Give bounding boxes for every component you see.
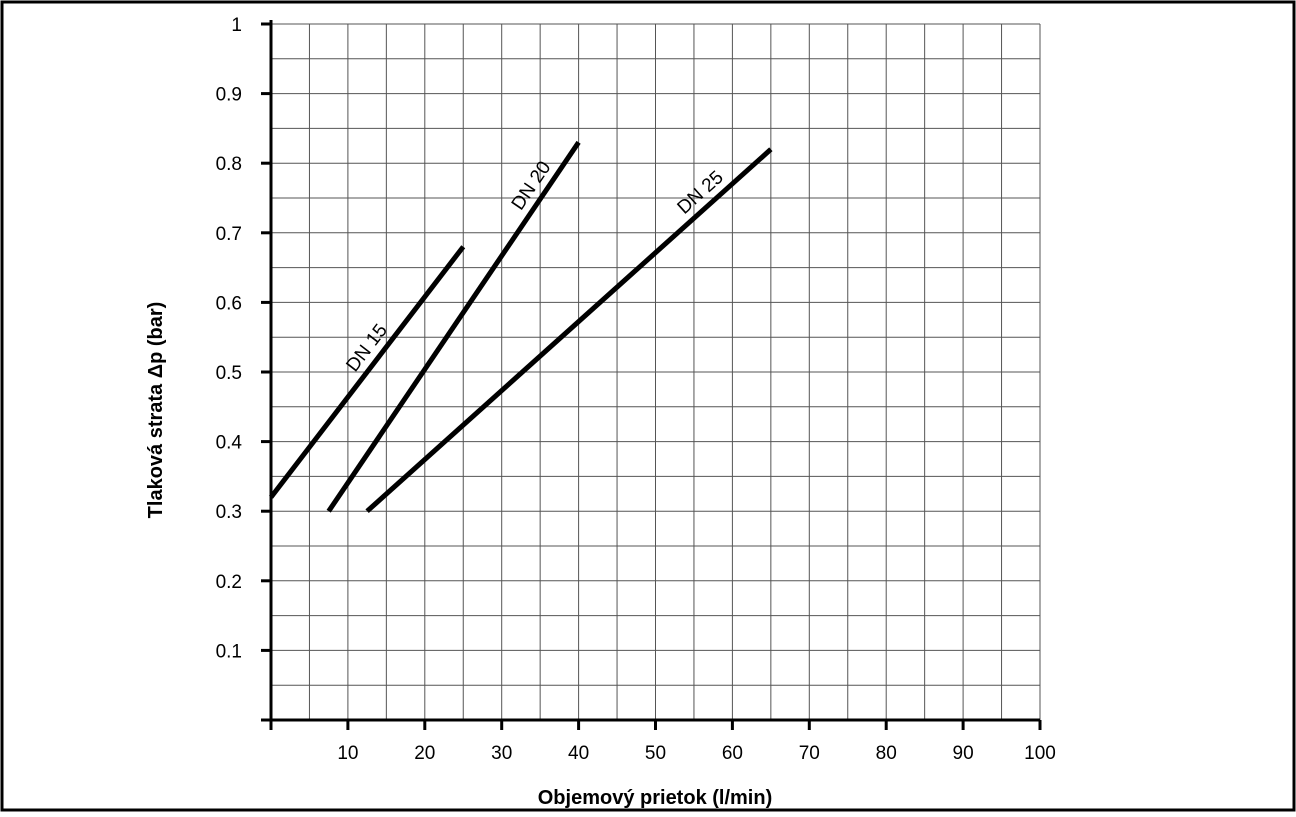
x-tick-label: 20: [414, 743, 435, 764]
series-line-2: [326, 140, 581, 513]
series-line-3: [365, 147, 773, 514]
x-tick-label: 100: [1024, 743, 1056, 764]
x-tick-label: 40: [568, 743, 589, 764]
y-tick-label: 0.1: [216, 641, 242, 662]
x-tick-label: 80: [876, 743, 897, 764]
x-axis-title: Objemový prietok (l/min): [538, 787, 772, 809]
y-axis-title: Tlaková strata Δp (bar): [145, 302, 167, 519]
y-tick-label: 0.6: [216, 293, 242, 314]
grid: [271, 23, 1041, 720]
y-tick-label: 0.9: [216, 85, 242, 106]
x-tick-label: 60: [722, 743, 743, 764]
y-tick-label: 0.8: [216, 154, 242, 175]
x-tick-label: 30: [491, 743, 512, 764]
x-tick-label: 70: [799, 743, 820, 764]
x-tick-label: 90: [953, 743, 974, 764]
y-tick-label: 0.4: [216, 433, 243, 454]
series-group: [269, 140, 773, 514]
y-tick-label: 0.5: [216, 363, 242, 384]
series-line-1: [269, 245, 466, 499]
tick-labels: 0.1 0.2 0.3 0.4 0.5 0.6 0.7 0.8 0.9 1 10 20 30 40 50 60…: [216, 15, 1056, 764]
axes: [261, 20, 1042, 730]
y-tick-label: 1: [231, 15, 242, 36]
y-tick-label: 0.2: [216, 572, 242, 593]
y-tick-label: 0.3: [216, 502, 242, 523]
x-tick-label: 50: [645, 743, 666, 764]
x-tick-label: 10: [337, 743, 358, 764]
y-tick-label: 0.7: [216, 224, 242, 245]
